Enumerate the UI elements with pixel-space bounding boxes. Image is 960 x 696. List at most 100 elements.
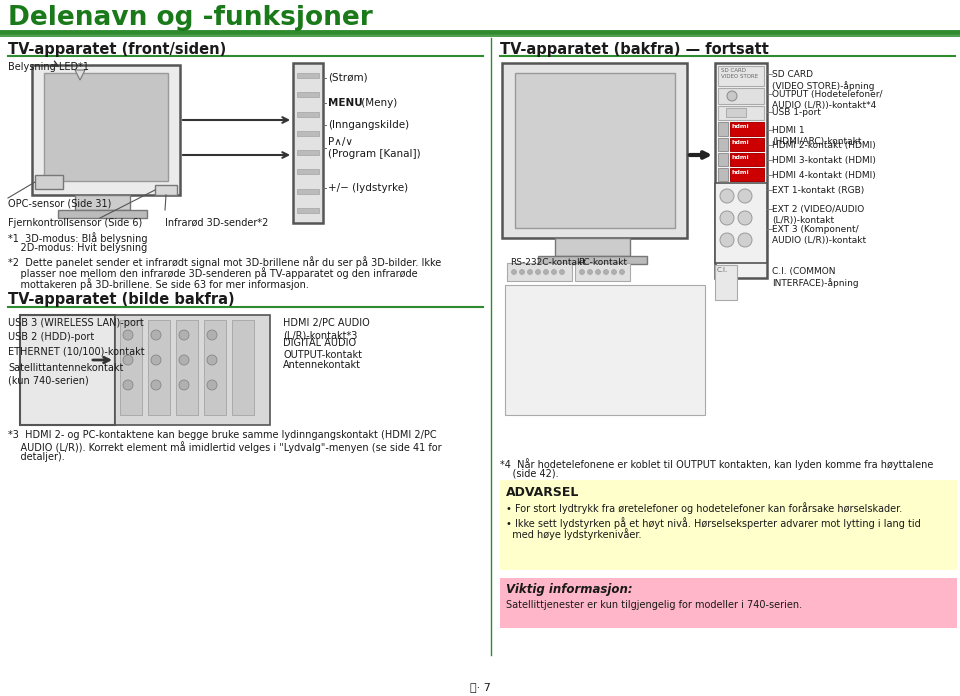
Text: ADVARSEL: ADVARSEL	[506, 486, 580, 499]
Bar	[120, 320, 142, 415]
Text: USB 1-port: USB 1-port	[772, 108, 821, 117]
Circle shape	[619, 269, 625, 274]
Text: EXT 1-kontakt (RGB): EXT 1-kontakt (RGB)	[772, 186, 864, 195]
Bar	[726, 108, 746, 117]
Text: OPC-sensor (Side 31): OPC-sensor (Side 31)	[8, 198, 111, 208]
Bar	[297, 169, 319, 175]
Bar	[718, 88, 764, 104]
Bar	[155, 185, 177, 195]
Text: RS-232C-kontakt: RS-232C-kontakt	[510, 258, 586, 267]
Text: SD CARD
(VIDEO STORE)-åpning: SD CARD (VIDEO STORE)-åpning	[772, 70, 875, 91]
Bar	[232, 320, 254, 415]
Text: med høye lydstyrkenivåer.: med høye lydstyrkenivåer.	[506, 528, 641, 540]
Text: HDMI 4-kontakt (HDMI): HDMI 4-kontakt (HDMI)	[772, 171, 876, 180]
Bar	[715, 265, 737, 300]
Circle shape	[123, 330, 133, 340]
Circle shape	[151, 330, 161, 340]
Circle shape	[738, 211, 752, 225]
Text: Delenavn og -funksjoner: Delenavn og -funksjoner	[8, 5, 372, 31]
Bar	[507, 263, 572, 281]
Circle shape	[738, 233, 752, 247]
Bar	[515, 73, 675, 228]
Text: EXT 2 (VIDEO/AUDIO
(L/R))-kontakt: EXT 2 (VIDEO/AUDIO (L/R))-kontakt	[772, 205, 864, 225]
Bar	[297, 150, 319, 155]
Text: hdmi: hdmi	[732, 140, 750, 145]
Bar	[505, 285, 705, 415]
Text: PC-kontakt: PC-kontakt	[578, 258, 627, 267]
Bar	[730, 122, 764, 136]
Circle shape	[536, 269, 540, 274]
Text: Satellittantennekontakt
(kun 740-serien): Satellittantennekontakt (kun 740-serien)	[8, 363, 124, 386]
Circle shape	[551, 269, 557, 274]
Text: C.I. (COMMON
INTERFACE)-åpning: C.I. (COMMON INTERFACE)-åpning	[772, 267, 858, 288]
Bar	[35, 175, 63, 189]
Circle shape	[612, 269, 616, 274]
Text: TV-apparatet (bilde bakfra): TV-apparatet (bilde bakfra)	[8, 292, 234, 307]
Bar	[718, 138, 728, 151]
Bar	[204, 320, 226, 415]
Bar	[297, 111, 319, 116]
Text: Belysning LED*1: Belysning LED*1	[8, 62, 89, 72]
Text: *3  HDMI 2- og PC-kontaktene kan begge bruke samme lydinngangskontakt (HDMI 2/PC: *3 HDMI 2- og PC-kontaktene kan begge br…	[8, 430, 437, 440]
Bar	[502, 63, 687, 238]
Bar	[730, 138, 764, 151]
Circle shape	[720, 189, 734, 203]
Text: DIGITAL AUDIO
OUTPUT-kontakt: DIGITAL AUDIO OUTPUT-kontakt	[283, 338, 362, 361]
Text: (Meny): (Meny)	[358, 98, 397, 108]
Bar	[297, 189, 319, 193]
Text: P∧/∨
(Program [Kanal]): P∧/∨ (Program [Kanal])	[328, 137, 420, 159]
Text: EXT 3 (Komponent/
AUDIO (L/R))-kontakt: EXT 3 (Komponent/ AUDIO (L/R))-kontakt	[772, 225, 866, 245]
Bar	[730, 153, 764, 166]
Text: AUDIO (L/R)). Korrekt element må imidlertid velges i "Lydvalg"-menyen (se side 4: AUDIO (L/R)). Korrekt element må imidler…	[8, 441, 442, 453]
Text: USB 3 (WIRELESS LAN)-port: USB 3 (WIRELESS LAN)-port	[8, 318, 144, 328]
Text: USB 2 (HDD)-port: USB 2 (HDD)-port	[8, 332, 94, 342]
Text: hdmi: hdmi	[732, 155, 750, 160]
Text: +/− (lydstyrke): +/− (lydstyrke)	[328, 183, 408, 193]
Text: • For stort lydtrykk fra øretelefoner og hodetelefoner kan forårsake hørselskade: • For stort lydtrykk fra øretelefoner og…	[506, 502, 902, 514]
Bar	[32, 65, 180, 195]
Text: HDMI 1
(HDMI/ARC)-kontakt: HDMI 1 (HDMI/ARC)-kontakt	[772, 126, 861, 146]
Bar	[500, 578, 957, 628]
Text: HDMI 3-kontakt (HDMI): HDMI 3-kontakt (HDMI)	[772, 156, 876, 165]
Circle shape	[560, 269, 564, 274]
Circle shape	[595, 269, 601, 274]
Text: Antennekontakt: Antennekontakt	[283, 360, 361, 370]
Circle shape	[179, 380, 189, 390]
Text: *2  Dette panelet sender et infrarødt signal mot 3D-brillene når du ser på 3D-bi: *2 Dette panelet sender et infrarødt sig…	[8, 256, 442, 268]
Text: TV-apparatet (front/siden): TV-apparatet (front/siden)	[8, 42, 227, 57]
Polygon shape	[75, 70, 85, 80]
Bar	[44, 73, 168, 181]
Bar	[176, 320, 198, 415]
Text: Satellittjenester er kun tilgjengelig for modeller i 740-serien.: Satellittjenester er kun tilgjengelig fo…	[506, 600, 803, 610]
Bar	[555, 238, 630, 256]
Bar	[75, 195, 130, 210]
Text: mottakeren på 3D-brillene. Se side 63 for mer informasjon.: mottakeren på 3D-brillene. Se side 63 fo…	[8, 278, 309, 290]
Text: 2D-modus: Hvit belysning: 2D-modus: Hvit belysning	[8, 243, 147, 253]
Circle shape	[151, 355, 161, 365]
Text: Viktig informasjon:: Viktig informasjon:	[506, 583, 633, 596]
Text: hdmi: hdmi	[732, 170, 750, 175]
Bar	[718, 106, 764, 120]
Circle shape	[123, 355, 133, 365]
Circle shape	[588, 269, 592, 274]
Circle shape	[207, 380, 217, 390]
Circle shape	[151, 380, 161, 390]
Bar	[297, 208, 319, 213]
Bar	[115, 315, 270, 425]
Circle shape	[527, 269, 533, 274]
Bar	[715, 63, 767, 278]
Circle shape	[604, 269, 609, 274]
Circle shape	[720, 211, 734, 225]
Text: *4  Når hodetelefonene er koblet til OUTPUT kontakten, kan lyden komme fra høytt: *4 Når hodetelefonene er koblet til OUTP…	[500, 458, 933, 470]
Bar	[730, 168, 764, 181]
Text: TV-apparatet (bakfra) — fortsatt: TV-apparatet (bakfra) — fortsatt	[500, 42, 769, 57]
Circle shape	[543, 269, 548, 274]
Text: Infrarød 3D-sender*2: Infrarød 3D-sender*2	[165, 218, 269, 228]
Circle shape	[207, 330, 217, 340]
Text: HDMI 2/PC AUDIO
(L/R)-kontakt*3: HDMI 2/PC AUDIO (L/R)-kontakt*3	[283, 318, 370, 340]
Text: detaljer).: detaljer).	[8, 452, 64, 462]
Circle shape	[580, 269, 585, 274]
Bar	[297, 73, 319, 78]
Bar	[58, 210, 147, 218]
Circle shape	[727, 91, 737, 101]
